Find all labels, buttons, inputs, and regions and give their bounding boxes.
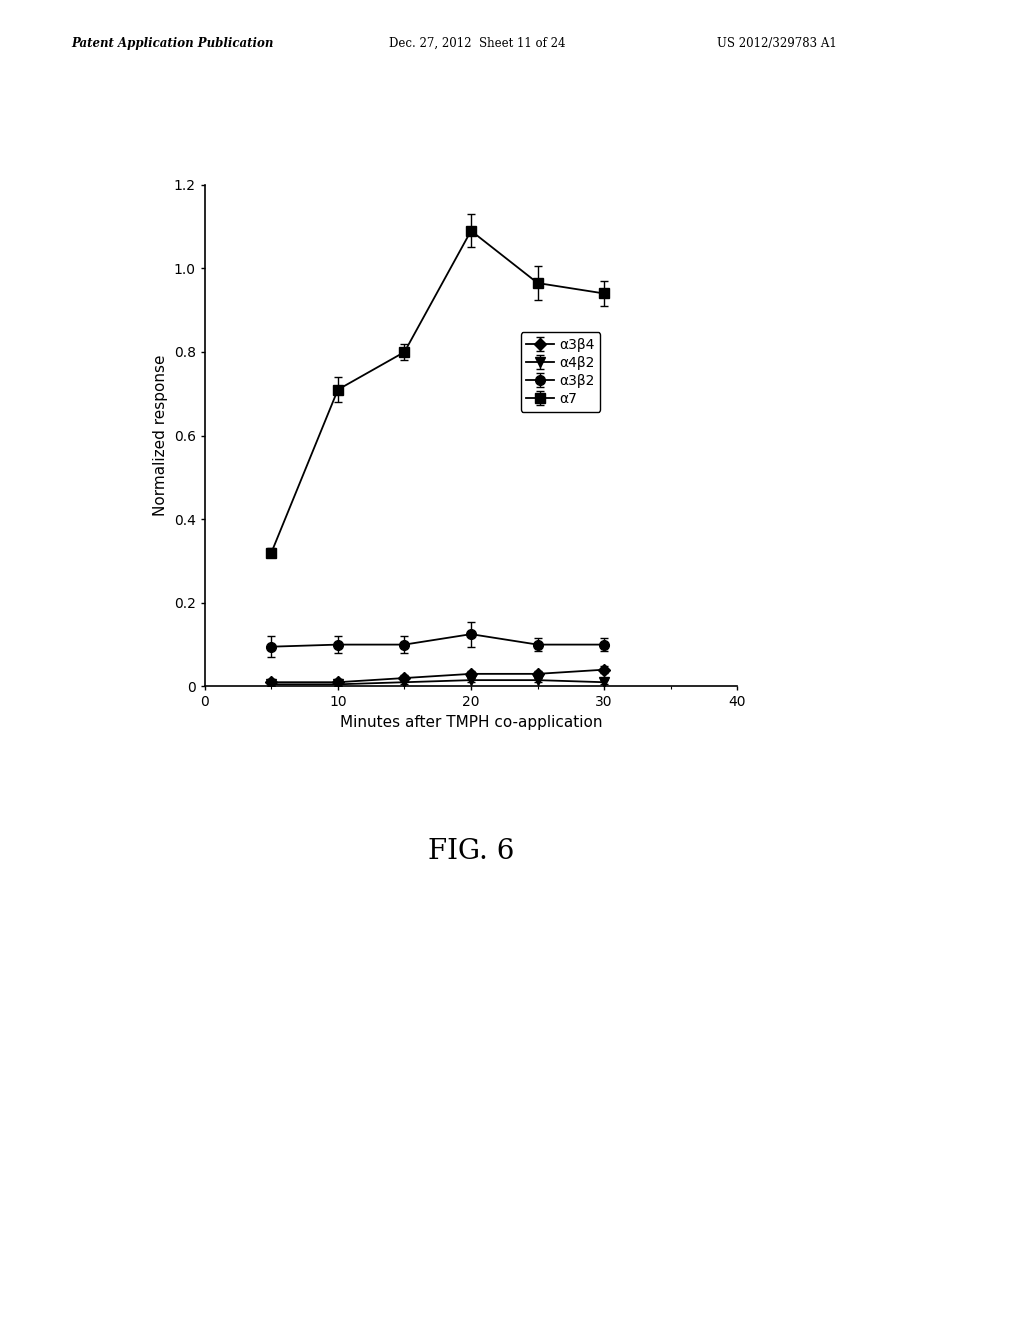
Text: FIG. 6: FIG. 6 (428, 838, 514, 865)
X-axis label: Minutes after TMPH co-application: Minutes after TMPH co-application (340, 715, 602, 730)
Text: Patent Application Publication: Patent Application Publication (72, 37, 274, 50)
Legend: α3β4, α4β2, α3β2, α7: α3β4, α4β2, α3β2, α7 (520, 333, 600, 412)
Text: Dec. 27, 2012  Sheet 11 of 24: Dec. 27, 2012 Sheet 11 of 24 (389, 37, 565, 50)
Y-axis label: Normalized response: Normalized response (154, 355, 168, 516)
Text: US 2012/329783 A1: US 2012/329783 A1 (717, 37, 837, 50)
